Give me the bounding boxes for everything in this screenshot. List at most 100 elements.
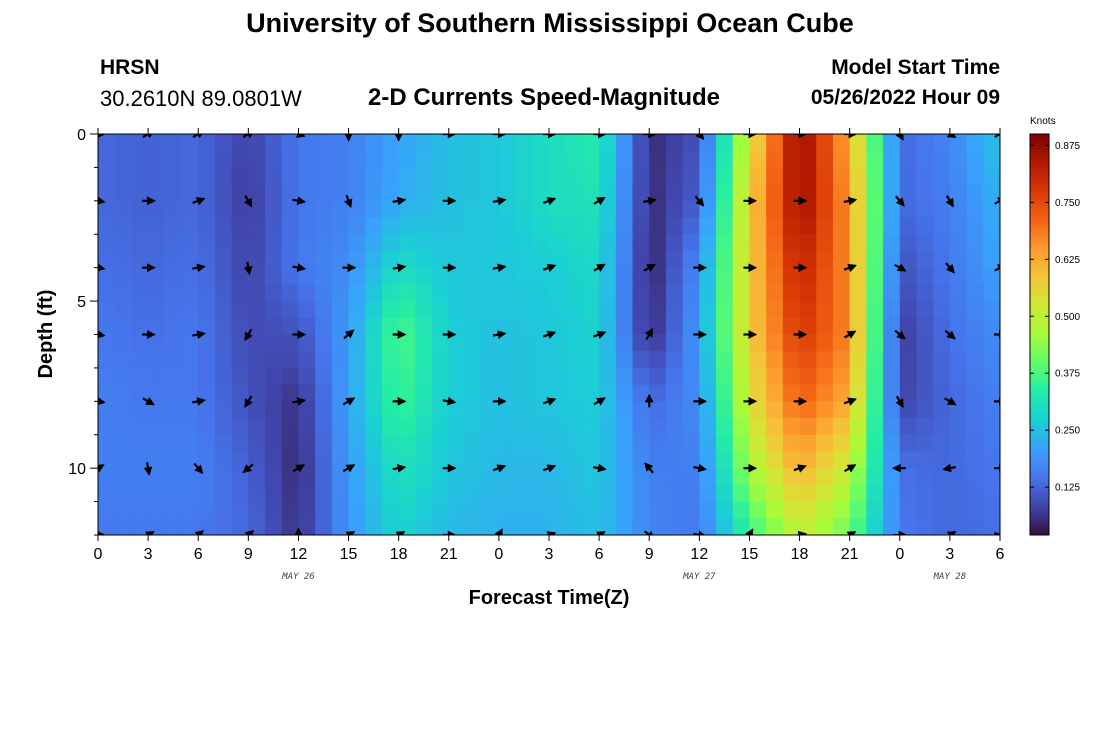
heatmap-cell [98, 184, 116, 202]
heatmap-cell [649, 434, 667, 453]
heatmap-cell [432, 234, 450, 252]
heatmap-cell [532, 284, 550, 302]
heatmap-cell [816, 267, 834, 285]
heatmap-cell [365, 150, 383, 169]
heatmap-cell [148, 267, 166, 285]
current-arrow [342, 464, 356, 473]
heatmap-cell [899, 501, 918, 519]
x-tick-label: 9 [244, 546, 253, 563]
heatmap-cell [983, 184, 1000, 202]
heatmap-cell [331, 134, 350, 152]
heatmap-cell [665, 200, 684, 219]
current-arrow [895, 395, 904, 409]
heatmap-cell [649, 518, 667, 535]
current-arrow [492, 330, 507, 340]
current-arrow [643, 263, 656, 273]
heatmap-cell [699, 167, 717, 185]
heatmap-cell [649, 301, 667, 319]
x-tick-label: 21 [440, 546, 458, 563]
heatmap-cell [766, 334, 784, 352]
heatmap-cell [331, 234, 350, 252]
heatmap-cell [448, 468, 467, 486]
heatmap-cell [432, 501, 450, 519]
heatmap-cell [164, 267, 183, 285]
heatmap-cell [432, 384, 450, 402]
heatmap-cell [682, 317, 700, 336]
heatmap-cell [799, 418, 817, 436]
heatmap-cell [599, 401, 617, 419]
heatmap-cell [866, 250, 884, 269]
heatmap-cell [866, 518, 884, 535]
heatmap-cell [582, 217, 600, 235]
heatmap-cell [281, 401, 300, 419]
heatmap-cell [799, 484, 817, 503]
x-tick-label: 21 [841, 546, 859, 563]
current-arrow [993, 530, 1000, 535]
heatmap-cell [432, 351, 450, 369]
heatmap-cell [983, 301, 1000, 319]
heatmap-cell [214, 250, 233, 269]
heatmap-cell [866, 267, 884, 285]
heatmap-cell [883, 267, 901, 285]
heatmap-cell [148, 234, 166, 252]
heatmap-cell [498, 367, 517, 386]
heatmap-cell [148, 301, 166, 319]
heatmap-cell [448, 167, 467, 185]
heatmap-cell [98, 134, 116, 152]
heatmap-cell [348, 217, 366, 235]
heatmap-cell [348, 501, 366, 519]
heatmap-cell [832, 334, 851, 352]
heatmap-cell [98, 401, 116, 419]
heatmap-cell [148, 351, 166, 369]
heatmap-cell [966, 351, 984, 369]
heatmap-cell [432, 451, 450, 469]
heatmap-cell [966, 384, 984, 402]
heatmap-cell [298, 150, 316, 169]
heatmap-cell [916, 250, 934, 269]
heatmap-cell [966, 184, 984, 202]
heatmap-cell [465, 134, 483, 152]
heatmap-cell [716, 234, 734, 252]
heatmap-cell [398, 284, 416, 302]
heatmap-cell [632, 267, 650, 285]
heatmap-cell [498, 200, 517, 219]
heatmap-cell [799, 267, 817, 285]
heatmap-cell [381, 217, 400, 235]
heatmap-cell [766, 468, 784, 486]
heatmap-cell [549, 134, 567, 152]
heatmap-cell [348, 184, 366, 202]
heatmap-cell [916, 317, 934, 336]
heatmap-cell [716, 301, 734, 319]
heatmap-cell [649, 418, 667, 436]
heatmap-cell [498, 468, 517, 486]
heatmap-cell [983, 167, 1000, 185]
heatmap-cell [114, 351, 132, 369]
heatmap-cell [549, 484, 567, 503]
heatmap-cell [114, 518, 132, 535]
heatmap-cell [816, 418, 834, 436]
heatmap-cell [231, 418, 249, 436]
heatmap-cell [315, 200, 333, 219]
heatmap-cell [98, 384, 116, 402]
heatmap-cell [883, 384, 901, 402]
heatmap-cell [749, 434, 767, 453]
heatmap-cell [148, 284, 166, 302]
heatmap-cell [799, 150, 817, 169]
heatmap-cell [899, 518, 918, 535]
heatmap-cell [716, 217, 734, 235]
heatmap-cell [832, 267, 851, 285]
heatmap-cell [265, 184, 283, 202]
heatmap-cell [949, 317, 968, 336]
heatmap-cell [749, 518, 767, 535]
heatmap-cell [131, 334, 149, 352]
page-title: University of Southern Mississippi Ocean… [246, 8, 854, 38]
heatmap-cell [649, 351, 667, 369]
heatmap-cell [816, 468, 834, 486]
heatmap-cell [916, 518, 934, 535]
heatmap-cell [866, 200, 884, 219]
heatmap-cell [699, 518, 717, 535]
heatmap-cell [281, 484, 300, 503]
heatmap-cell [515, 451, 533, 469]
heatmap-cell [265, 234, 283, 252]
heatmap-cell [398, 200, 416, 219]
